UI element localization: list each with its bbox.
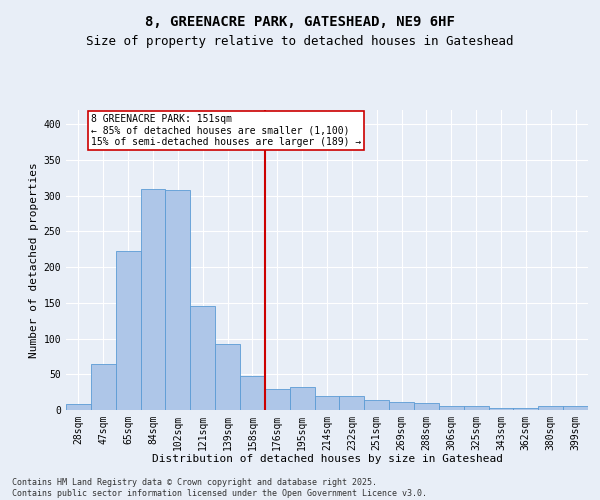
Bar bbox=[290, 387, 314, 410]
Bar bbox=[364, 400, 389, 410]
Bar bbox=[240, 376, 265, 410]
Text: 8 GREENACRE PARK: 151sqm
← 85% of detached houses are smaller (1,100)
15% of sem: 8 GREENACRE PARK: 151sqm ← 85% of detach… bbox=[91, 114, 361, 147]
Bar bbox=[314, 396, 340, 410]
Y-axis label: Number of detached properties: Number of detached properties bbox=[29, 162, 40, 358]
Bar bbox=[140, 188, 166, 410]
Text: 8, GREENACRE PARK, GATESHEAD, NE9 6HF: 8, GREENACRE PARK, GATESHEAD, NE9 6HF bbox=[145, 15, 455, 29]
Bar bbox=[538, 406, 563, 410]
Bar bbox=[265, 388, 290, 410]
Bar bbox=[116, 252, 140, 410]
Bar bbox=[166, 190, 190, 410]
X-axis label: Distribution of detached houses by size in Gateshead: Distribution of detached houses by size … bbox=[151, 454, 503, 464]
Bar bbox=[340, 396, 364, 410]
Bar bbox=[389, 402, 414, 410]
Bar bbox=[563, 406, 588, 410]
Bar bbox=[91, 364, 116, 410]
Bar bbox=[215, 344, 240, 410]
Bar bbox=[66, 404, 91, 410]
Bar bbox=[190, 306, 215, 410]
Bar bbox=[439, 406, 464, 410]
Bar bbox=[414, 403, 439, 410]
Text: Size of property relative to detached houses in Gateshead: Size of property relative to detached ho… bbox=[86, 35, 514, 48]
Bar bbox=[488, 408, 514, 410]
Text: Contains HM Land Registry data © Crown copyright and database right 2025.
Contai: Contains HM Land Registry data © Crown c… bbox=[12, 478, 427, 498]
Bar bbox=[514, 408, 538, 410]
Bar bbox=[464, 406, 488, 410]
